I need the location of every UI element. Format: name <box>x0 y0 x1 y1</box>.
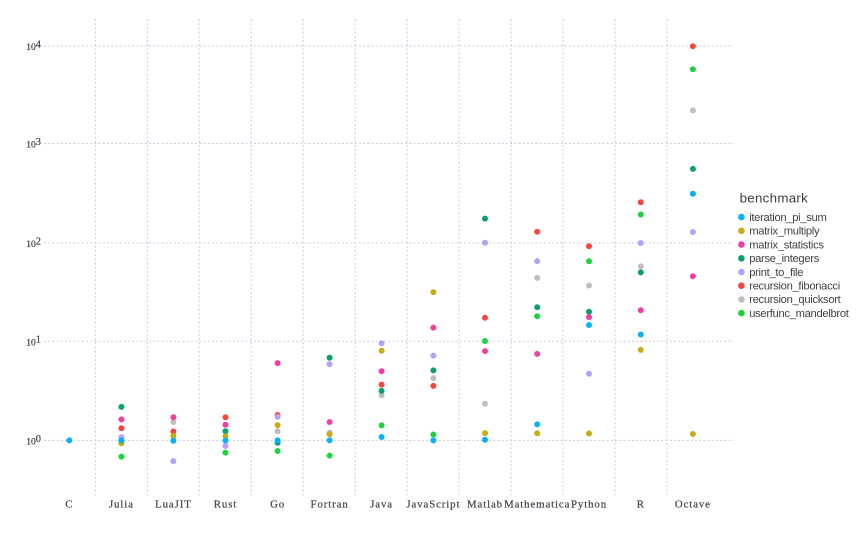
svg-text:Fortran: Fortran <box>311 499 349 511</box>
svg-text:Go: Go <box>270 499 285 511</box>
svg-text:matrix_statistics: matrix_statistics <box>749 239 824 251</box>
svg-text:102: 102 <box>26 236 41 250</box>
svg-text:iteration_pi_sum: iteration_pi_sum <box>749 212 826 224</box>
svg-text:Matlab: Matlab <box>467 499 503 511</box>
svg-text:userfunc_mandelbrot: userfunc_mandelbrot <box>749 308 850 320</box>
svg-text:Mathematica: Mathematica <box>504 499 570 511</box>
svg-text:print_to_file: print_to_file <box>749 267 803 279</box>
svg-text:parse_integers: parse_integers <box>749 253 820 265</box>
svg-text:Rust: Rust <box>214 499 237 511</box>
svg-text:recursion_fibonacci: recursion_fibonacci <box>749 281 840 293</box>
svg-text:103: 103 <box>26 137 41 151</box>
svg-text:matrix_multiply: matrix_multiply <box>749 226 820 238</box>
svg-text:101: 101 <box>26 335 41 349</box>
svg-text:Java: Java <box>370 499 393 511</box>
svg-text:100: 100 <box>26 434 41 448</box>
svg-text:recursion_quicksort: recursion_quicksort <box>749 294 841 306</box>
svg-text:Python: Python <box>571 499 607 511</box>
svg-text:104: 104 <box>26 40 42 54</box>
svg-text:LuaJIT: LuaJIT <box>155 499 192 511</box>
svg-text:JavaScript: JavaScript <box>406 499 460 511</box>
svg-text:R: R <box>637 499 645 511</box>
svg-text:benchmark: benchmark <box>740 191 809 206</box>
svg-text:C: C <box>65 499 73 511</box>
svg-text:Julia: Julia <box>109 499 134 511</box>
svg-text:Octave: Octave <box>675 499 711 511</box>
